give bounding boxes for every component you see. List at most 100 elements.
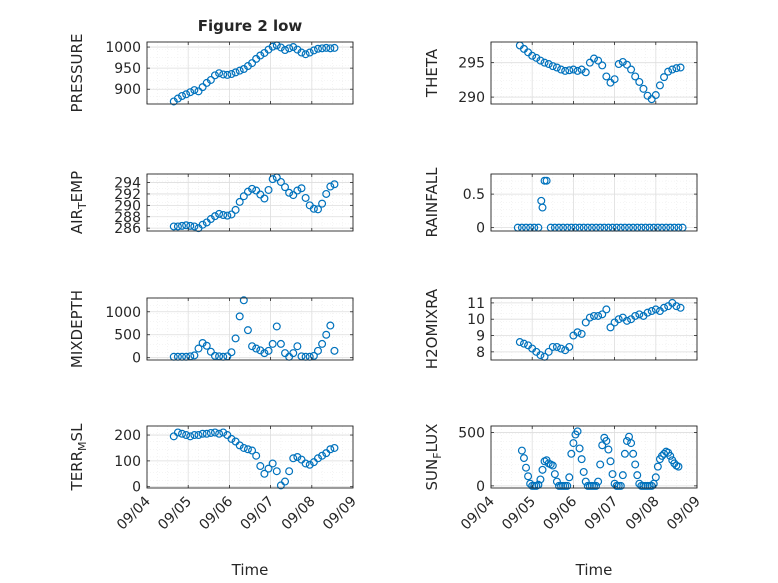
data-point (647, 95, 656, 104)
y-tick-label: 288 (114, 210, 141, 226)
data-point (565, 342, 574, 351)
data-point (227, 210, 236, 219)
data-point (281, 46, 290, 55)
data-point (606, 323, 615, 332)
y-tick-label: 950 (114, 61, 141, 77)
data-point (598, 61, 607, 70)
data-point (305, 460, 314, 469)
data-point (550, 470, 559, 479)
data-point (198, 83, 207, 92)
data-point (239, 443, 248, 452)
data-point (614, 60, 623, 69)
data-point (594, 477, 603, 486)
y-tick-label: 295 (458, 56, 485, 72)
data-point (647, 307, 656, 316)
data-point (215, 209, 224, 218)
data-point (173, 428, 182, 437)
data-point (235, 197, 244, 206)
data-point (629, 449, 638, 458)
data-point (276, 339, 285, 348)
data-point (326, 44, 335, 53)
data-point (676, 63, 685, 72)
terr_msl-series (169, 428, 339, 490)
data-point (622, 436, 631, 445)
y-axis-label: PRESSURE (68, 34, 86, 113)
data-point (256, 462, 265, 471)
data-point (330, 443, 339, 452)
data-point (614, 315, 623, 324)
data-point (260, 349, 269, 358)
data-point (239, 192, 248, 201)
data-point (235, 66, 244, 75)
y-axis-label: AIRTEMP (68, 171, 89, 234)
y-tick-label: 1000 (105, 305, 141, 321)
data-point (268, 42, 277, 51)
data-point (631, 460, 640, 469)
data-point (215, 429, 224, 438)
data-point (672, 302, 681, 311)
data-point (567, 449, 576, 458)
data-point (622, 60, 631, 69)
data-point (256, 190, 265, 199)
data-point (557, 65, 566, 74)
data-point (264, 346, 273, 355)
data-point (524, 472, 533, 481)
data-point (561, 66, 570, 75)
data-point (309, 204, 318, 213)
data-point (651, 473, 660, 482)
data-point (627, 439, 636, 448)
data-point (276, 177, 285, 186)
data-point (515, 338, 524, 347)
data-point (186, 432, 195, 441)
y-axis-label: SUNFLUX (423, 424, 444, 491)
air_temp-series (169, 173, 339, 233)
data-point (313, 44, 322, 53)
data-point (575, 444, 584, 453)
data-point (178, 429, 187, 438)
data-point (223, 70, 232, 79)
y-tick-label: 9 (476, 329, 485, 345)
data-point (173, 222, 182, 231)
data-point (569, 65, 578, 74)
y-tick-label: 286 (114, 221, 141, 237)
data-point (635, 310, 644, 319)
y-tick-label: 290 (458, 90, 485, 106)
data-point (552, 63, 561, 72)
data-point (285, 44, 294, 53)
data-point (293, 342, 302, 351)
data-point (536, 56, 545, 65)
y-tick-label: 11 (467, 296, 485, 312)
data-point (581, 318, 590, 327)
x-axis-label: Time (231, 561, 269, 579)
y-tick-label: 900 (114, 82, 141, 98)
data-point (281, 477, 290, 486)
data-point (666, 451, 675, 460)
data-point (651, 305, 660, 314)
data-point (243, 326, 252, 335)
data-point (256, 51, 265, 60)
data-point (608, 470, 617, 479)
data-point (268, 459, 277, 468)
data-point (223, 211, 232, 220)
data-point (231, 68, 240, 77)
y-axis-label: H2OMIXRA (423, 288, 441, 369)
data-point (573, 427, 582, 436)
data-point (289, 191, 298, 200)
data-point (602, 72, 611, 81)
data-point (631, 311, 640, 320)
data-point (573, 328, 582, 337)
y-tick-label: 292 (114, 187, 141, 203)
data-point (186, 221, 195, 230)
data-point (538, 465, 547, 474)
data-point (318, 451, 327, 460)
data-point (672, 64, 681, 73)
data-point (293, 186, 302, 195)
y-tick-label: 1000 (105, 40, 141, 56)
y-axis-label: TERRMSL (68, 423, 89, 492)
data-point (264, 185, 273, 194)
data-point (293, 453, 302, 462)
data-point (235, 312, 244, 321)
axes-box (146, 173, 354, 232)
data-point (653, 462, 662, 471)
